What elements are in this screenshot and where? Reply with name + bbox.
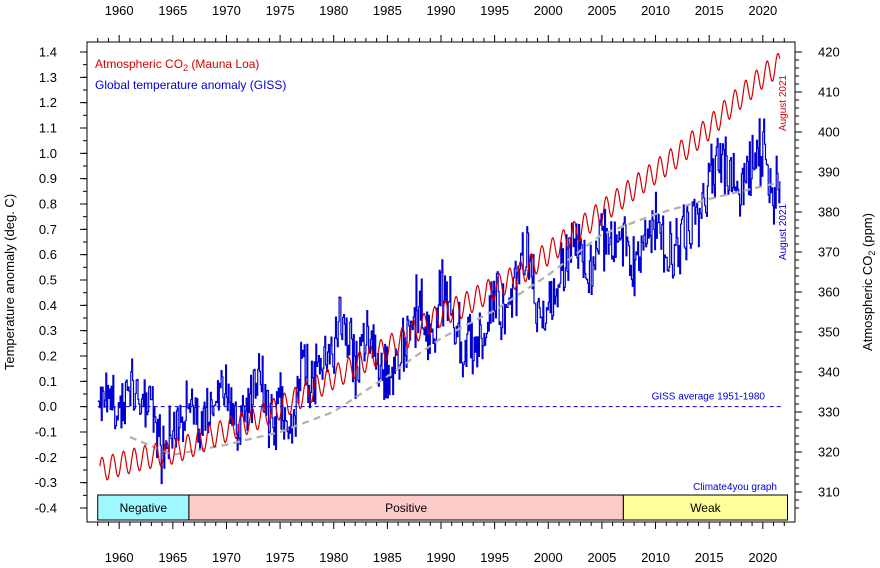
x-axis-top: 1960 1965 1970 1975 1980 1985 1990 1995 2000 2005… [97,3,785,42]
legend-co2: Atmospheric CO2 (Mauna Loa) [95,57,259,73]
x-tick-label-bottom: 2005 [587,550,616,565]
y-axis-right-label: Atmospheric CO2 (ppm) [860,213,877,351]
y-left-tick-label: 0.4 [39,298,57,313]
x-tick-label-bottom: 1970 [212,550,241,565]
y-right-tick-label: 340 [818,365,840,380]
enso-phase-1 [188,494,624,521]
giss-average-label: GISS average 1951-1980 [652,392,766,403]
enso-phase-0 [97,494,190,521]
x-tick-label-bottom: 1990 [427,550,456,565]
y-right-tick-label: 360 [818,285,840,300]
x-tick-label-bottom: 1980 [319,550,348,565]
y-left-tick-label: 1.2 [39,95,57,110]
enso-phase-bar: Negative Positive Weak [97,494,788,521]
y-left-tick-label: 0.9 [39,171,57,186]
x-tick-label-top: 1965 [158,3,187,18]
temperature-trend-line [129,182,774,456]
x-tick-label-top: 1985 [373,3,402,18]
enso-phase-label-1: Positive [385,501,427,515]
y-left-tick-label: 0.1 [39,374,57,389]
y-right-tick-label: 370 [818,245,840,260]
temperature-series-line [97,118,781,485]
x-tick-label-bottom: 1995 [480,550,509,565]
x-tick-label-bottom: 2020 [748,550,777,565]
y-left-tick-label: 0.6 [39,247,57,262]
x-tick-label-top: 2005 [587,3,616,18]
x-tick-label-bottom: 2010 [641,550,670,565]
y-left-tick-label: 1.3 [39,70,57,85]
x-tick-label-top: 1980 [319,3,348,18]
x-tick-label-bottom: 1960 [105,550,134,565]
y-axis-right: 420 410 400 390 380 370 360 350 340 330 320 310 [795,45,840,509]
y-right-tick-label: 330 [818,405,840,420]
x-tick-label-bottom: 2000 [534,550,563,565]
y-right-tick-label: 320 [818,445,840,460]
x-tick-label-top: 2015 [695,3,724,18]
y-left-tick-label: 0.2 [39,349,57,364]
x-tick-label-top: 2020 [748,3,777,18]
y-left-tick-label: 0.0 [39,399,57,414]
y-left-tick-label: -0.2 [35,450,57,465]
y-left-tick-label: 0.8 [39,197,57,212]
legend-temperature: Global temperature anomaly (GISS) [95,78,286,92]
x-tick-label-top: 1970 [212,3,241,18]
x-tick-label-top: 2000 [534,3,563,18]
credit-label: Climate4you graph [693,482,777,493]
x-tick-label-top: 1975 [266,3,295,18]
y-left-tick-label: -0.4 [35,501,57,516]
x-axis-bottom: 1960 1965 1970 1975 1980 1985 1990 1995 2000 2005… [97,522,785,565]
co2-series-line [99,52,781,481]
y-right-tick-label: 390 [818,165,840,180]
y-right-tick-label: 380 [818,205,840,220]
y-left-tick-label: 1.0 [39,146,57,161]
x-tick-label-top: 1990 [427,3,456,18]
y-right-tick-label: 410 [818,85,840,100]
co2-end-annotation: August 2021 [778,74,789,131]
enso-phase-label-2: Weak [690,501,721,515]
y-axis-left-label: Temperature anomaly (deg. C) [2,194,17,370]
x-tick-label-top: 1995 [480,3,509,18]
enso-phase-2 [622,494,788,521]
legend: Atmospheric CO2 (Mauna Loa) Global tempe… [95,57,286,92]
y-left-tick-label: 0.3 [39,323,57,338]
x-tick-label-bottom: 1985 [373,550,402,565]
y-right-tick-label: 420 [818,45,840,60]
y-left-tick-label: -0.3 [35,475,57,490]
y-left-tick-label: 0.5 [39,273,57,288]
temperature-end-annotation: August 2021 [778,203,789,260]
y-left-tick-label: 0.7 [39,222,57,237]
x-tick-label-bottom: 2015 [695,550,724,565]
y-left-tick-label: 1.4 [39,45,57,60]
y-right-tick-label: 310 [818,485,840,500]
y-right-tick-label: 350 [818,325,840,340]
y-right-tick-label: 400 [818,125,840,140]
series-layer [97,52,781,485]
y-left-tick-label: -0.1 [35,425,57,440]
enso-phase-label-0: Negative [120,501,168,515]
x-tick-label-bottom: 1965 [158,550,187,565]
y-left-tick-label: 1.1 [39,121,57,136]
x-tick-label-bottom: 1975 [266,550,295,565]
x-tick-label-top: 1960 [105,3,134,18]
x-tick-label-top: 2010 [641,3,670,18]
y-axis-left: 1.4 1.3 1.2 1.1 1.0 0.9 0.8 0.7 0.6 0.5 0.4 0.3 0.2 0… [35,45,87,516]
